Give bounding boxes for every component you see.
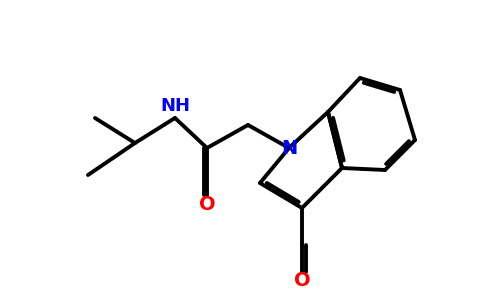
Text: O: O bbox=[294, 271, 310, 290]
Text: NH: NH bbox=[160, 97, 190, 115]
Text: O: O bbox=[199, 196, 215, 214]
Text: N: N bbox=[281, 139, 297, 158]
